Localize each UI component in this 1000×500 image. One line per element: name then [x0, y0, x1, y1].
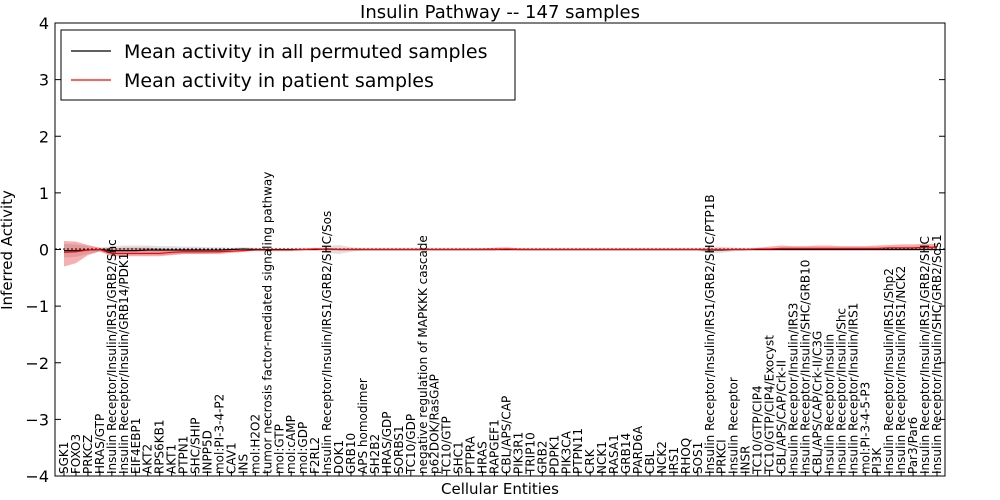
- x-tick-label: mol:PI-3-4-5-P3: [858, 382, 872, 474]
- series-lines: [63, 246, 937, 255]
- x-tick-label: SHC1: [452, 441, 466, 474]
- band-series-0: [64, 243, 937, 258]
- y-tick-label: 3: [39, 71, 49, 90]
- x-tick-label: NCK1: [595, 441, 609, 474]
- x-tick-label: CBL: [643, 450, 657, 474]
- x-tick-label: HRAS/GDP: [380, 411, 394, 474]
- x-tick-label: Insulin Receptor/Insulin/IRS1/GRB2/SHC/S…: [320, 211, 334, 474]
- x-tick-label: PIK3CA: [559, 430, 573, 474]
- x-tick-label: EIF4EBP1: [129, 418, 143, 474]
- x-tick-label: PTPRA: [464, 435, 478, 474]
- x-tick-label: tumor necrosis factor-mediated signaling…: [260, 172, 274, 474]
- x-tick-label: IRS1: [667, 447, 681, 474]
- x-tick-label: RPS6KB1: [153, 419, 167, 474]
- x-tick-label: TC10/GDP: [404, 414, 418, 475]
- x-tick-label: Insulin Receptor/Insulin/GRB14/PDK1: [117, 253, 131, 474]
- x-tick-label: CBL/APS/CAP/Crk-II/C3G: [810, 331, 824, 474]
- x-tick-label: PIK3R1: [511, 432, 525, 474]
- y-tick-label: 1: [39, 184, 49, 203]
- x-tick-label: PDPK1: [547, 435, 561, 474]
- x-tick-label: CBL/APS/CAP: [499, 396, 513, 474]
- x-tick-label: TC10/GTP: [440, 416, 454, 475]
- x-tick-label: SOS1: [691, 442, 705, 474]
- x-tick-label: RHOQ: [679, 438, 693, 474]
- x-tick-label: p62DOK/RasGAP: [428, 374, 442, 474]
- x-tick-label: SH2B2: [368, 434, 382, 474]
- x-tick-label: Insulin Receptor/Insulin/IRS3: [786, 303, 800, 474]
- x-tick-label: PRKCI: [715, 439, 729, 474]
- legend-label-permuted: Mean activity in all permuted samples: [124, 41, 487, 63]
- x-tick-label: SORBS1: [392, 425, 406, 474]
- x-tick-label: INPP5D: [201, 430, 215, 474]
- x-tick-label: GRB2: [535, 440, 549, 474]
- x-tick-label: INSR: [739, 446, 753, 474]
- x-tick-label: Insulin Receptor/Insulin/Shc: [834, 308, 848, 474]
- legend-box: [60, 29, 516, 101]
- x-tick-label: Insulin Receptor: [727, 377, 741, 474]
- x-tick-label: CBL/APS/CAP/Crk-II: [775, 360, 789, 474]
- y-tick-label: −2: [25, 354, 49, 373]
- x-tick-label: GRB10: [344, 433, 358, 474]
- x-tick-label: PRKCZ: [81, 435, 95, 474]
- x-tick-label: TC10/GTP/CIP4/Exocyst: [763, 335, 777, 475]
- y-axis-ticks: −4 −3 −2 −1 0 1 2 3 4: [25, 14, 945, 486]
- x-tick-label: Par3/Par6: [906, 417, 920, 474]
- y-tick-label: 0: [39, 241, 49, 260]
- x-tick-label: F2RL2: [308, 437, 322, 474]
- x-tick-label: SHC/SHIP: [189, 418, 203, 474]
- x-tick-label: GRB14: [619, 433, 633, 474]
- x-tick-label: negative regulation of MAPKKK cascade: [416, 235, 430, 474]
- x-tick-label: CAV1: [224, 442, 238, 474]
- x-tick-label: APS homodimer: [356, 378, 370, 474]
- legend-label-patient: Mean activity in patient samples: [124, 70, 434, 92]
- x-tick-label: PI3K: [870, 447, 884, 474]
- x-tick-label: Insulin Receptor/Insulin/SHC/GRB2/Sos1: [930, 234, 944, 474]
- x-tick-label: Insulin Receptor/Insulin/IRS1/GRB2/SHC/P…: [703, 194, 717, 474]
- y-axis-label: Inferred Activity: [0, 190, 16, 310]
- x-tick-label: Insulin Receptor/Insulin/IRS1/Shp2: [882, 268, 896, 474]
- x-tick-label: mol:GTP: [272, 424, 286, 474]
- x-tick-label: Insulin Receptor/Insulin/IRS1/GRB2/Shc: [105, 239, 119, 474]
- x-tick-label: mol:PI-3-4-P2: [212, 394, 226, 474]
- plot-area-frame: [54, 22, 946, 477]
- x-tick-label: HRAS/GTP: [93, 414, 107, 474]
- x-tick-label: Insulin Receptor/Insulin/IRS1/NCK2: [894, 266, 908, 474]
- x-tick-label: RAPGEF1: [488, 419, 502, 474]
- x-tick-label: mol:GDP: [296, 422, 310, 474]
- y-tick-label: 2: [39, 127, 49, 146]
- y-tick-label: −1: [25, 297, 49, 316]
- x-tick-label: NCK2: [655, 441, 669, 474]
- x-tick-label: mol:cAMP: [284, 415, 298, 474]
- x-tick-label: TRIP10: [523, 432, 537, 475]
- line-series-1: [63, 246, 937, 255]
- x-tick-label: PARD6A: [631, 425, 645, 474]
- confidence-bands: [64, 241, 937, 267]
- x-tick-label: SGK1: [57, 442, 71, 474]
- x-tick-label: Insulin Receptor/Insulin/SHC/GRB10: [798, 260, 812, 474]
- x-tick-label: PTPN11: [571, 428, 585, 474]
- x-tick-label: INS: [236, 454, 250, 474]
- x-tick-label: Insulin Receptor/Insulin: [822, 334, 836, 474]
- chart-title: Insulin Pathway -- 147 samples: [360, 2, 640, 23]
- x-tick-label: HRAS: [476, 441, 490, 474]
- x-tick-label: Insulin Receptor/Insulin/IRS1: [846, 303, 860, 474]
- x-tick-label: DOK1: [332, 440, 346, 474]
- x-tick-label: AKT2: [141, 444, 155, 474]
- x-tick-label: TC10/GTP/CIP4: [751, 385, 765, 475]
- x-tick-label: CRK: [583, 448, 597, 474]
- y-tick-label: 4: [39, 14, 49, 33]
- legend: Mean activity in all permuted samples Me…: [60, 29, 516, 101]
- x-tick-label: Insulin Receptor/Insulin/IRS1/GRB2/SHC: [918, 236, 932, 474]
- x-tick-label: mol:H2O2: [248, 414, 262, 474]
- x-tick-label: RASA1: [607, 434, 621, 474]
- x-tick-label: AKT1: [165, 444, 179, 474]
- y-tick-label: −3: [25, 410, 49, 429]
- y-tick-label: −4: [25, 467, 49, 486]
- x-tick-label: FOXO3: [69, 434, 83, 474]
- x-axis-label: Cellular Entities: [441, 480, 559, 498]
- x-tick-label: PTPN1: [177, 436, 191, 474]
